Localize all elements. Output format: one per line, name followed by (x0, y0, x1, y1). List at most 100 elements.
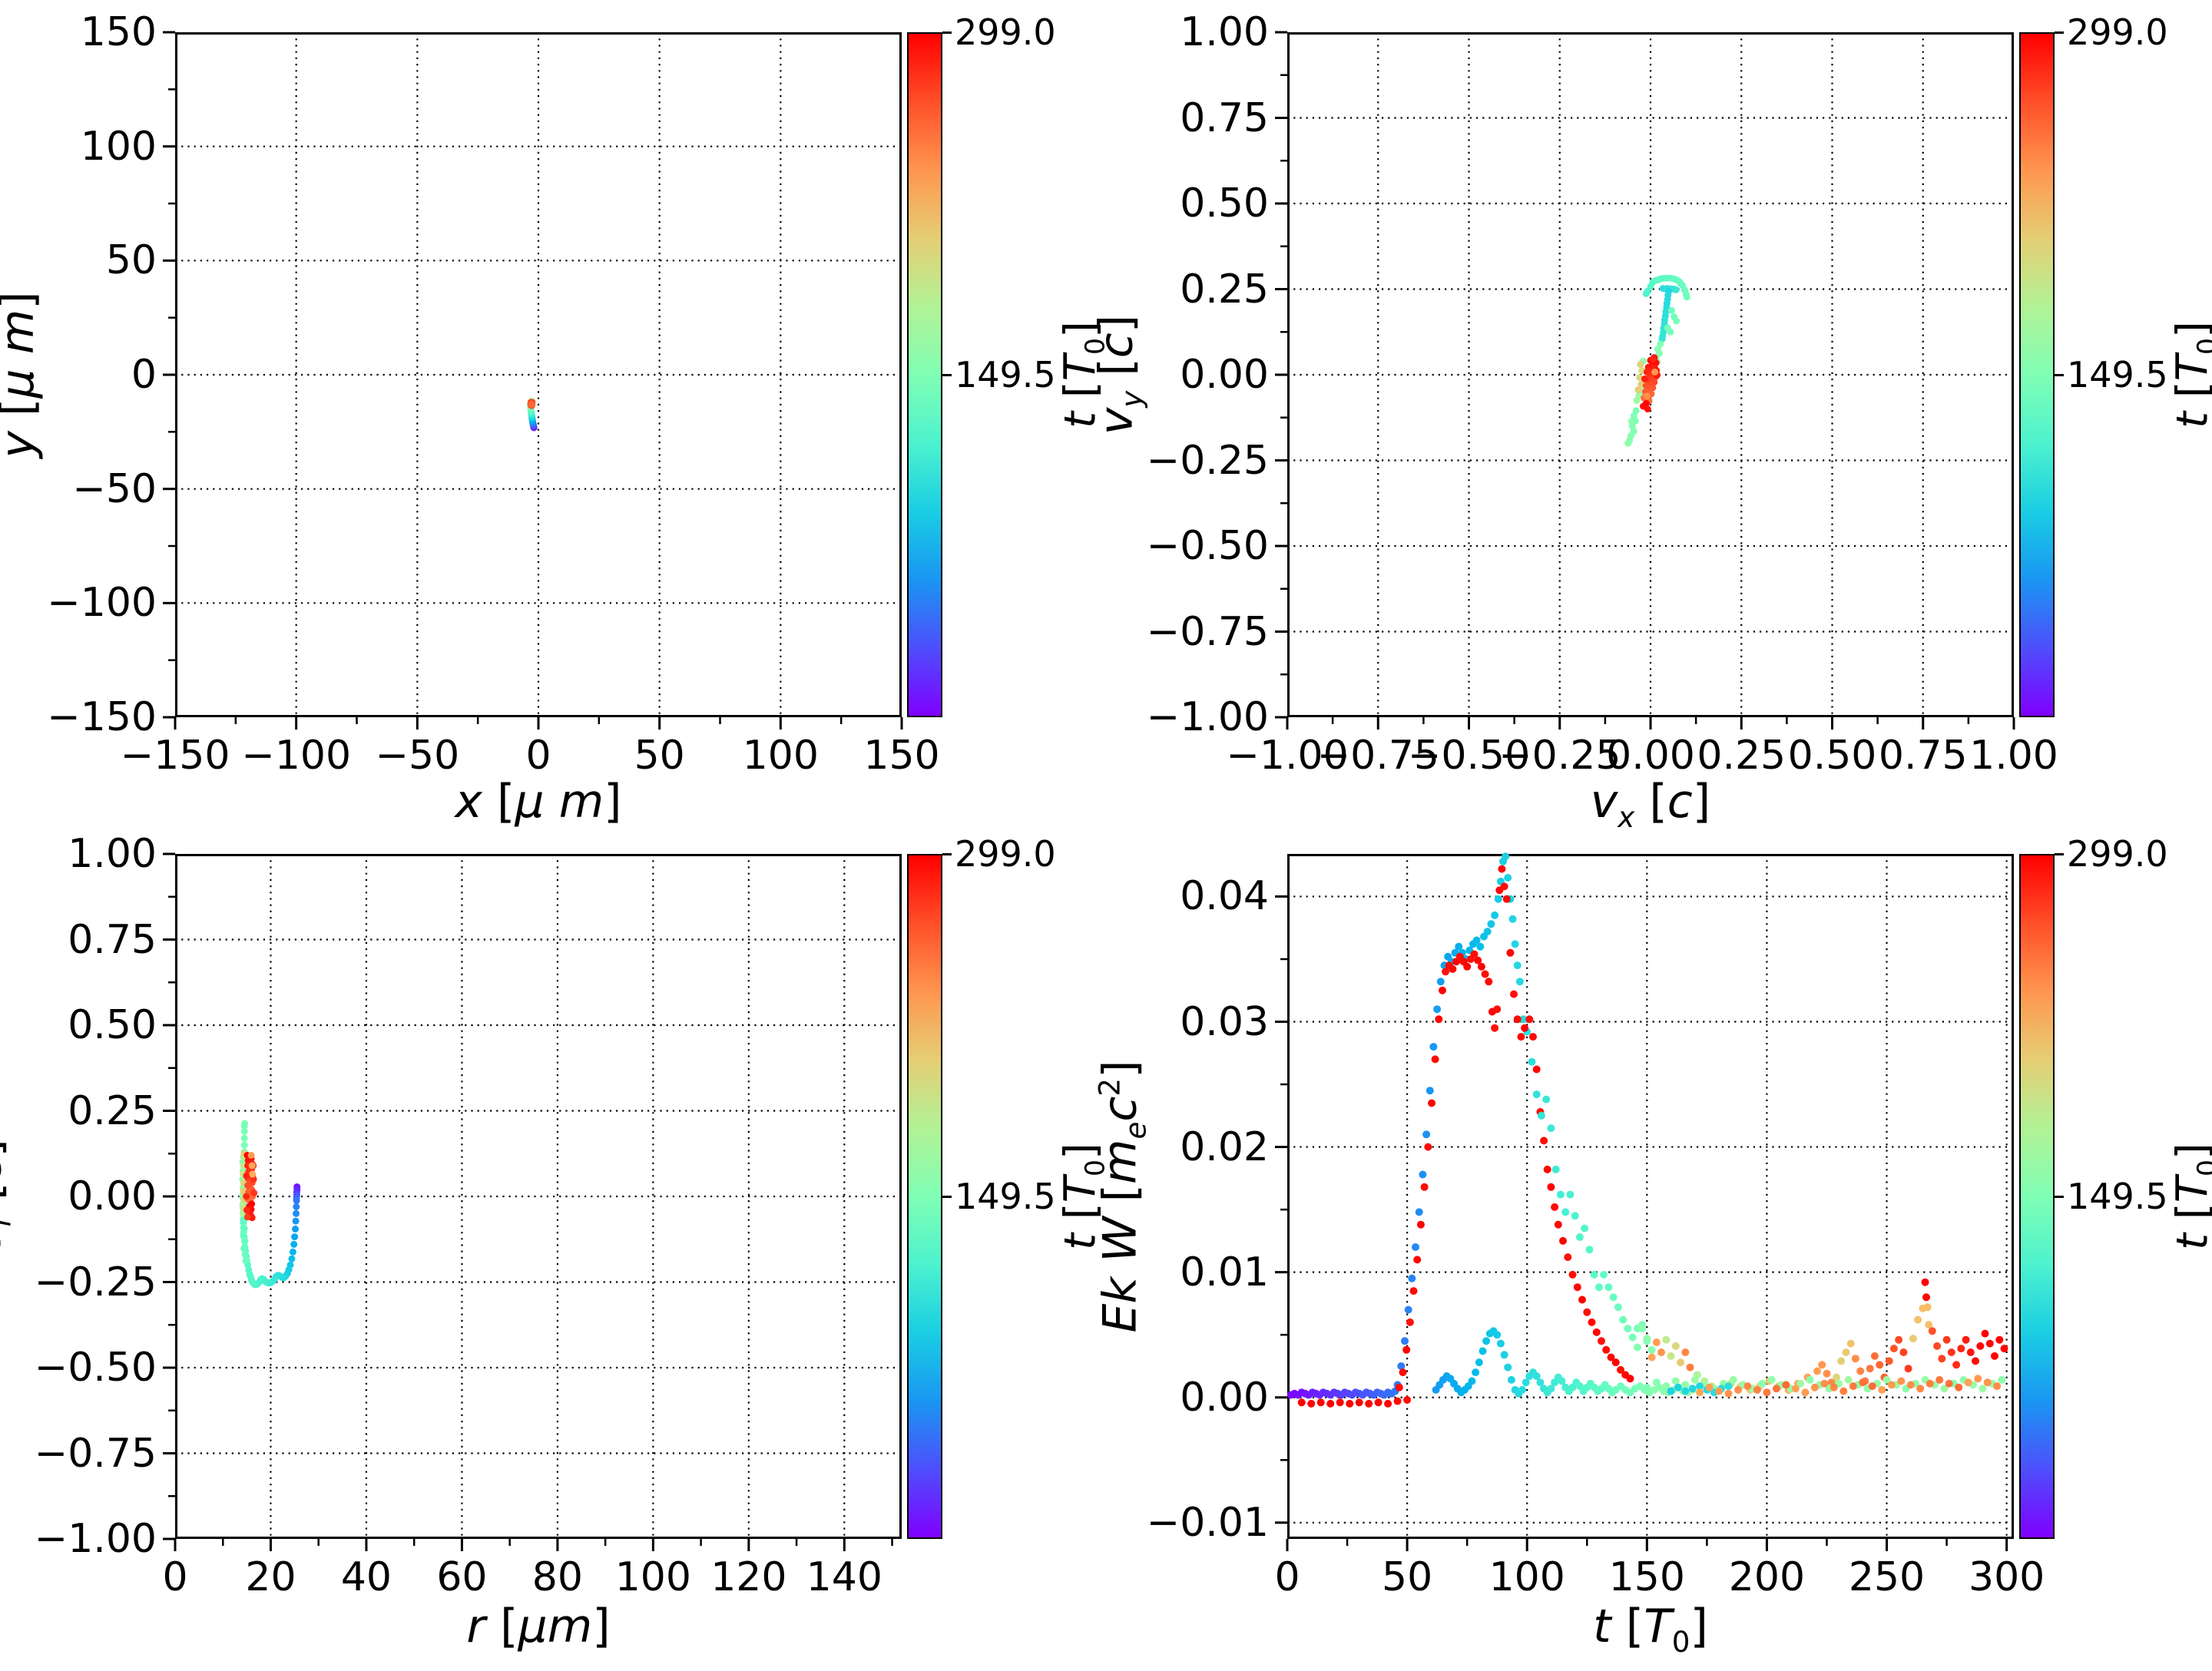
scatter-point (245, 1266, 253, 1274)
scatter-point (293, 1196, 300, 1204)
y-tick-label: 0.50 (1180, 180, 1269, 227)
scatter-point (250, 1190, 258, 1196)
scatter-point (1818, 1361, 1826, 1369)
scatter-point (1496, 1339, 1505, 1348)
scatter-canvas-rvr (163, 852, 902, 1551)
colorbar-tick (942, 1195, 952, 1198)
scatter-point (1491, 1024, 1499, 1032)
colorbar-tick-label: 299.0 (2067, 12, 2168, 53)
y-tick-label: 0.00 (1180, 1374, 1269, 1421)
scatter-point (1842, 1348, 1850, 1356)
scatter-point (1393, 1397, 1402, 1405)
colorbar-tick (2055, 1195, 2064, 1198)
colorbar-gradient (907, 32, 942, 717)
scatter-point (1401, 1337, 1409, 1345)
colorbar-tick-label: 299.0 (955, 12, 1056, 53)
scatter-point (1326, 1399, 1335, 1408)
scatter-point (1955, 1383, 1963, 1391)
scatter-point (1491, 911, 1499, 919)
scatter-point (240, 1187, 247, 1195)
scatter-point (1878, 1385, 1886, 1394)
scatter-point (1439, 986, 1446, 994)
scatter-point (1633, 1343, 1641, 1352)
scatter-point (1402, 1345, 1411, 1354)
scatter-point (1628, 418, 1635, 425)
scatter-point (1575, 1233, 1584, 1241)
scatter-point (247, 1152, 255, 1159)
scatter-canvas-vxvy (1275, 31, 2015, 730)
scatter-point (290, 1240, 298, 1248)
scatter-point (288, 1255, 296, 1262)
scatter-point (1938, 1355, 1946, 1363)
y-tick-label: −0.50 (34, 1345, 157, 1391)
scatter-point (1899, 1348, 1908, 1356)
scatter-point (1537, 1111, 1545, 1120)
scatter-point (1408, 1274, 1416, 1282)
scatter-point (293, 1203, 300, 1210)
scatter-point (1868, 1382, 1876, 1391)
scatter-point (1594, 1283, 1603, 1292)
colorbar-tick (2055, 373, 2064, 376)
scatter-point (1823, 1369, 1831, 1378)
scatter-point (243, 1193, 250, 1200)
scatter-point (1995, 1335, 2004, 1344)
scatter-point (1962, 1335, 1970, 1344)
x-tick-label: 20 (245, 1554, 296, 1600)
scatter-point (1624, 1325, 1632, 1332)
scatter-point (1782, 1381, 1790, 1389)
scatter-point (1617, 1365, 1624, 1374)
scatter-point (1637, 361, 1644, 369)
scatter-point (1681, 1348, 1690, 1356)
scatter-point (1511, 940, 1519, 948)
y-tick-label: 1.00 (1180, 9, 1269, 55)
scatter-point (1942, 1335, 1951, 1344)
scatter-point (240, 1245, 248, 1252)
scatter-point (1590, 1270, 1598, 1279)
y-tick-label: 0.75 (1180, 94, 1269, 141)
x-tick-label: 100 (742, 733, 819, 779)
scatter-point (1945, 1379, 1953, 1388)
colorbar-time-xy: 299.0 149.5 t [T0] (907, 15, 1137, 717)
colorbar-tick (942, 852, 952, 855)
y-tick-label: 50 (105, 237, 157, 284)
scatter-point (1481, 970, 1489, 978)
scatter-point (1506, 948, 1515, 957)
scatter-point (1791, 1385, 1800, 1393)
scatter-point (1513, 1015, 1522, 1024)
scatter-point (1479, 1347, 1487, 1355)
scatter-point (1667, 1387, 1675, 1395)
scatter-point (1767, 1375, 1776, 1384)
scatter-point (1844, 1375, 1853, 1384)
scatter-point (1671, 1342, 1680, 1350)
scatter-point (2000, 1345, 2008, 1353)
scatter-point (1585, 1246, 1594, 1254)
scatter-point (1870, 1352, 1879, 1360)
colorbar-axis-label: t [T0] (1055, 321, 1111, 429)
y-tick-label: 0.03 (1180, 998, 1269, 1045)
scatter-point (1923, 1303, 1932, 1312)
x-tick-label: 140 (806, 1554, 882, 1600)
colorbar-tick-label: 149.5 (955, 354, 1056, 395)
scatter-point (1634, 386, 1642, 394)
scatter-point (1813, 1367, 1821, 1375)
y-axis-label-xy: y [μ m] (0, 291, 45, 458)
scatter-point (1395, 1383, 1403, 1391)
scatter-point (1551, 1203, 1559, 1211)
scatter-point (1424, 1143, 1432, 1151)
scatter-point (1964, 1378, 1972, 1387)
scatter-point (1419, 1170, 1427, 1179)
scatter-point (1979, 1385, 1987, 1393)
scatter-point (1906, 1381, 1915, 1389)
x-tick-label: 100 (614, 1554, 691, 1600)
scatter-point (1662, 1335, 1671, 1344)
scatter-point (1517, 1033, 1525, 1041)
scatter-point (1690, 1375, 1699, 1384)
scatter-point (1983, 1378, 1992, 1387)
scatter-point (1914, 1315, 1922, 1324)
scatter-point (1671, 1377, 1680, 1385)
y-tick-label: −150 (47, 694, 157, 740)
scatter-point (1540, 1137, 1548, 1145)
scatter-point (1839, 1387, 1848, 1395)
scatter-point (1588, 1318, 1596, 1326)
scatter-point (1500, 1351, 1508, 1359)
